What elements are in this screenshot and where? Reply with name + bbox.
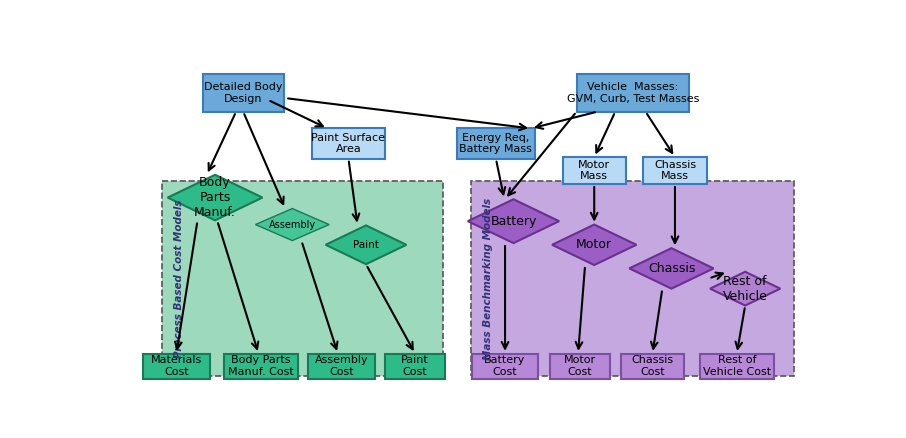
FancyBboxPatch shape (700, 353, 774, 379)
Text: Mass Benchmarking Models: Mass Benchmarking Models (483, 198, 493, 360)
Text: Battery
Cost: Battery Cost (485, 355, 525, 377)
Polygon shape (325, 226, 407, 264)
Text: Vehicle  Masses:
GVM, Curb, Test Masses: Vehicle Masses: GVM, Curb, Test Masses (566, 82, 699, 104)
Text: Chassis: Chassis (648, 262, 695, 275)
FancyBboxPatch shape (458, 128, 535, 159)
Text: Energy Req,
Battery Mass: Energy Req, Battery Mass (459, 133, 533, 155)
Text: Motor: Motor (576, 238, 612, 251)
FancyBboxPatch shape (143, 353, 210, 379)
Text: Motor
Cost: Motor Cost (564, 355, 596, 377)
Text: Chassis
Cost: Chassis Cost (631, 355, 673, 377)
Text: Materials
Cost: Materials Cost (150, 355, 202, 377)
Text: Assembly
Cost: Assembly Cost (314, 355, 368, 377)
Polygon shape (255, 208, 329, 240)
FancyBboxPatch shape (471, 181, 795, 376)
FancyBboxPatch shape (472, 353, 538, 379)
FancyBboxPatch shape (563, 157, 626, 184)
Polygon shape (630, 248, 714, 289)
Text: Rest of
Vehicle: Rest of Vehicle (723, 275, 767, 303)
FancyBboxPatch shape (550, 353, 610, 379)
FancyBboxPatch shape (308, 353, 375, 379)
Text: Chassis
Mass: Chassis Mass (654, 160, 696, 181)
Text: Paint
Cost: Paint Cost (401, 355, 429, 377)
FancyBboxPatch shape (643, 157, 707, 184)
FancyBboxPatch shape (576, 74, 689, 112)
Text: Battery: Battery (490, 215, 536, 228)
Polygon shape (467, 199, 559, 243)
Text: Body Parts
Manuf. Cost: Body Parts Manuf. Cost (227, 355, 294, 377)
Polygon shape (168, 175, 263, 220)
Text: Motor
Mass: Motor Mass (578, 160, 611, 181)
FancyBboxPatch shape (162, 181, 443, 376)
Text: Process Based Cost Models: Process Based Cost Models (174, 199, 184, 358)
FancyBboxPatch shape (224, 353, 297, 379)
FancyBboxPatch shape (312, 128, 385, 159)
Text: Paint: Paint (353, 240, 379, 250)
FancyBboxPatch shape (621, 353, 684, 379)
FancyBboxPatch shape (385, 353, 445, 379)
FancyBboxPatch shape (203, 74, 284, 112)
Text: Detailed Body
Design: Detailed Body Design (204, 82, 283, 104)
Text: Rest of
Vehicle Cost: Rest of Vehicle Cost (703, 355, 771, 377)
Polygon shape (710, 272, 780, 306)
Text: Body
Parts
Manuf.: Body Parts Manuf. (194, 176, 236, 219)
Text: Paint Surface
Area: Paint Surface Area (312, 133, 385, 155)
Text: Assembly: Assembly (269, 219, 316, 230)
Polygon shape (552, 225, 636, 265)
